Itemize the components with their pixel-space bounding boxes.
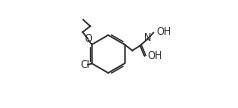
Text: Cl: Cl [80, 60, 90, 70]
Text: O: O [85, 34, 92, 44]
Text: N: N [144, 33, 151, 43]
Text: OH: OH [148, 51, 163, 61]
Text: OH: OH [157, 27, 172, 37]
